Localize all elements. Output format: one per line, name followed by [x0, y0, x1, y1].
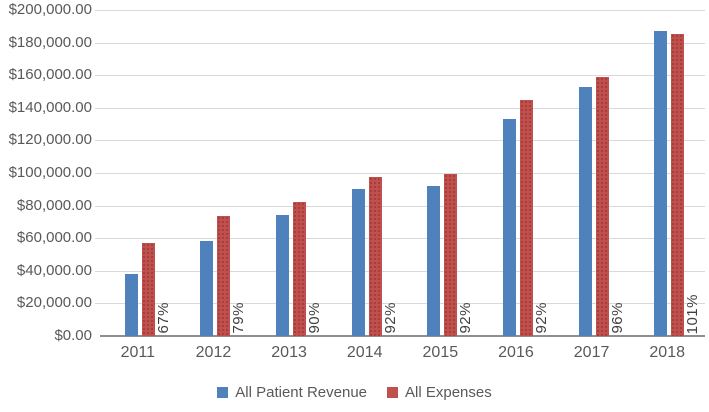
- x-axis-label-2012: 2012: [195, 344, 232, 361]
- legend-label: All Patient Revenue: [235, 383, 368, 401]
- y-axis-tick: [95, 140, 100, 142]
- y-axis-tick: [95, 270, 100, 272]
- legend-label: All Expenses: [405, 383, 492, 401]
- y-axis-tick: [95, 107, 100, 109]
- plot-area: [95, 10, 705, 337]
- percent-label-2016: 92%: [532, 302, 550, 334]
- bar-all-patient-revenue-2011: [124, 274, 138, 336]
- y-axis-label: $40,000.00: [16, 261, 92, 279]
- gridline: [100, 42, 705, 44]
- bar-all-patient-revenue-2016: [502, 119, 516, 336]
- bar-all-expenses-2011: [141, 243, 155, 336]
- x-axis-label-2014: 2014: [346, 344, 383, 361]
- x-axis-label-2013: 2013: [271, 344, 307, 361]
- bar-all-expenses-2017: [595, 76, 609, 336]
- bar-all-patient-revenue-2017: [578, 87, 592, 336]
- bar-all-expenses-2018: [671, 33, 685, 336]
- gridline: [100, 303, 705, 305]
- y-axis-tick: [95, 173, 100, 174]
- x-axis-line: [100, 335, 705, 337]
- x-axis-label-2016: 2016: [498, 344, 534, 361]
- bar-all-expenses-2015: [444, 173, 458, 336]
- percent-label-2011: 67%: [154, 302, 172, 334]
- y-axis-tick: [95, 75, 100, 77]
- bar-all-patient-revenue-2014: [351, 189, 365, 336]
- y-axis-label: $60,000.00: [16, 229, 92, 247]
- legend-swatch-icon: [217, 386, 229, 398]
- x-axis-label-2017: 2017: [573, 344, 610, 361]
- percent-label-2015: 92%: [457, 302, 475, 334]
- gridline: [100, 238, 705, 240]
- percent-label-2013: 90%: [306, 302, 324, 334]
- percent-label-2012: 79%: [230, 302, 248, 334]
- legend-swatch-icon: [387, 386, 399, 398]
- y-axis-label: $140,000.00: [8, 98, 92, 116]
- y-axis-tick: [95, 205, 100, 207]
- y-axis-label: $80,000.00: [16, 196, 92, 214]
- gridline: [100, 205, 705, 207]
- y-axis-label: $120,000.00: [8, 131, 92, 149]
- y-axis-label: $100,000.00: [8, 164, 92, 181]
- percent-label-2014: 92%: [381, 302, 399, 334]
- y-axis-tick: [95, 42, 100, 44]
- bar-all-expenses-2013: [293, 202, 307, 336]
- bar-all-patient-revenue-2013: [276, 215, 290, 336]
- y-axis-tick: [95, 10, 100, 11]
- bar-all-patient-revenue-2018: [654, 31, 668, 336]
- gridline: [100, 173, 705, 174]
- bar-all-patient-revenue-2015: [427, 186, 441, 336]
- gridline: [100, 270, 705, 272]
- bar-all-expenses-2016: [519, 99, 533, 336]
- y-axis-tick: [95, 238, 100, 240]
- y-axis-label: $0.00: [54, 327, 92, 344]
- legend-item-all-expenses: All Expenses: [387, 384, 492, 401]
- gridline: [100, 10, 705, 11]
- percent-label-2018: 101%: [684, 293, 702, 334]
- y-axis-label: $180,000.00: [8, 33, 92, 51]
- gridline: [100, 140, 705, 142]
- x-axis-label-2011: 2011: [120, 344, 156, 361]
- bar-all-patient-revenue-2012: [200, 241, 214, 336]
- x-axis-label-2015: 2015: [422, 344, 459, 361]
- x-axis-label-2018: 2018: [649, 344, 685, 361]
- gridline: [100, 107, 705, 109]
- percent-label-2017: 96%: [608, 302, 626, 334]
- gridline: [100, 75, 705, 77]
- legend: All Patient Revenue All Expenses: [0, 381, 709, 403]
- y-axis-label: $200,000.00: [8, 1, 92, 18]
- y-axis-label: $160,000.00: [8, 66, 92, 84]
- bar-all-expenses-2012: [217, 216, 231, 336]
- bar-all-expenses-2014: [368, 177, 382, 336]
- y-axis-label: $20,000.00: [16, 294, 92, 312]
- y-axis-tick: [95, 303, 100, 305]
- legend-item-all-patient-revenue: All Patient Revenue: [217, 384, 367, 401]
